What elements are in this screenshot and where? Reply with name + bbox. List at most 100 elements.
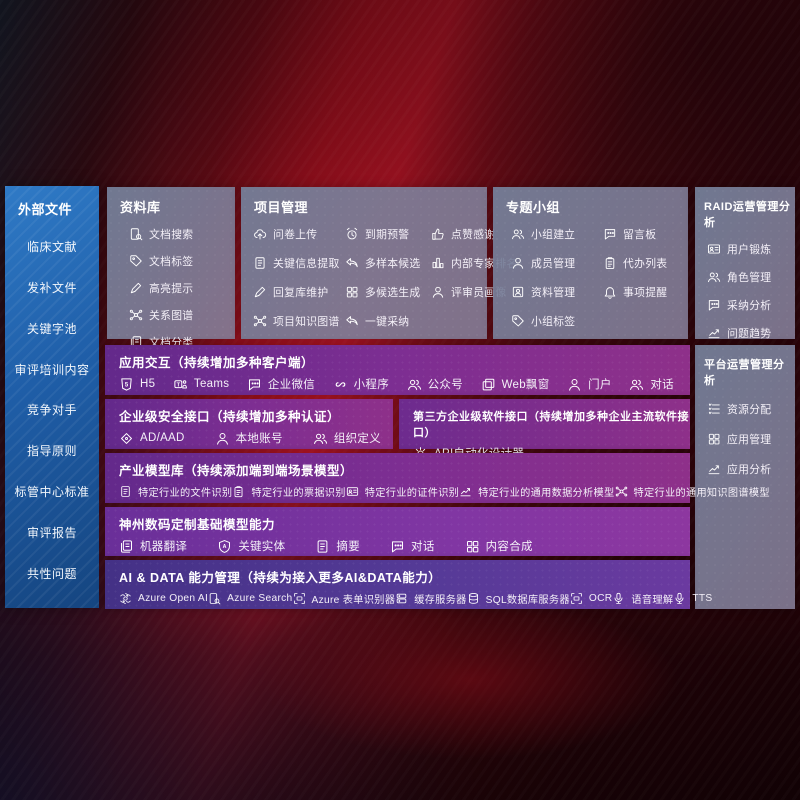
row-title: 应用交互（持续增加多种客户端） [119, 356, 315, 370]
feature-label: 特定行业的通用知识图谱模型 [633, 488, 770, 499]
feature-item: 点赞感谢 [431, 226, 518, 242]
feature-item: OCR [570, 592, 613, 605]
feature-label: 对话 [411, 541, 435, 553]
grid-icon [345, 285, 359, 299]
feature-item: 文档搜索 [129, 226, 235, 242]
sidebar-item: 指导原则 [26, 444, 77, 459]
official-account-icon [407, 377, 422, 392]
summary-icon [315, 539, 330, 554]
feature-item: 代办列表 [603, 255, 686, 271]
feature-label: 留言板 [623, 229, 657, 241]
security-api-items: AD/AAD 本地账号 组织定义 [105, 425, 393, 446]
chat-icon [390, 539, 405, 554]
member-icon [511, 256, 525, 270]
feature-label: 文档搜索 [149, 229, 194, 241]
feature-item: 组织定义 [313, 430, 381, 446]
ocr-icon [570, 592, 583, 605]
feature-item: 高亮提示 [129, 280, 235, 296]
pen-icon [253, 285, 267, 299]
panel-title: 资料库 [120, 200, 161, 215]
cloud-upload-icon [253, 227, 267, 241]
qa-chat-icon [707, 298, 721, 312]
feature-item: 公众号 [407, 376, 463, 392]
feature-item: 特定行业的通用数据分析模型 [459, 484, 614, 499]
feature-item: 小程序 [333, 376, 389, 392]
h5-icon [119, 377, 134, 392]
sidebar-item: 审评培训内容 [14, 362, 90, 377]
sidebar-item: 关键字池 [26, 321, 77, 336]
sidebar-item: 临床文献 [26, 239, 77, 254]
feature-label: 一键采纳 [365, 316, 410, 328]
feature-item: 特定行业的票据识别 [232, 484, 345, 499]
feature-label: 对话 [650, 379, 674, 391]
sidebar-item: 标管中心标准 [14, 485, 90, 500]
feature-label: 采纳分析 [727, 300, 772, 312]
feature-label: 企业微信 [267, 379, 316, 391]
feature-item: 应用管理 [707, 431, 795, 447]
openai-icon [119, 592, 132, 605]
tag-icon [129, 254, 143, 268]
users-icon [511, 227, 525, 241]
feature-label: Teams [193, 378, 230, 390]
feature-item: 多样本候选 [345, 255, 431, 271]
feature-item: 小组标签 [511, 313, 603, 329]
feature-item: H5 [119, 377, 155, 392]
feature-item: 企业微信 [247, 376, 315, 392]
row-base-models: 神州数码定制基础模型能力 机器翻译 关键实体 摘要 对话 内容合成 [105, 507, 690, 556]
trend-icon [707, 326, 721, 340]
feature-label: 文档标签 [149, 256, 194, 268]
feature-label: 小程序 [353, 379, 390, 391]
feature-label: 角色管理 [727, 272, 772, 284]
feature-label: 特定行业的证件识别 [364, 488, 460, 499]
feature-item: 缓存服务器 [395, 591, 466, 606]
feature-label: 回复库维护 [273, 287, 329, 299]
feature-label: 高亮提示 [149, 283, 194, 295]
tts-icon [673, 592, 686, 605]
panel-title: RAID运营管理分析 [704, 201, 791, 229]
bell-icon [603, 285, 617, 299]
project-management-items: 问卷上传 到期预警 点赞感谢 关键信息提取 多样本候选 内部专家排名 回复库维护 多候选生成评… [241, 220, 517, 329]
feature-label: 到期预警 [365, 229, 410, 241]
bbs-icon [603, 227, 617, 241]
feature-label: 应用管理 [727, 434, 772, 446]
data-analysis-model-icon [459, 485, 472, 498]
feature-item: 用户锻炼 [707, 241, 795, 257]
sidebar-item: 竞争对手 [26, 403, 77, 418]
data-library-items: 文档搜索 文档标签 高亮提示 关系图谱 文档分类 [107, 220, 235, 350]
row-title: 产业模型库（持续添加端到端场景模型） [119, 464, 354, 478]
feature-item: 特定行业的通用知识图谱模型 [615, 484, 770, 499]
feature-item: AD/AAD [119, 431, 185, 446]
feature-label: 语音理解 [631, 595, 674, 606]
feature-item: Web飘窗 [481, 376, 550, 392]
feature-label: Azure 表单识别器 [311, 595, 396, 606]
resource-list-icon [707, 402, 721, 416]
feature-label: 特定行业的通用数据分析模型 [478, 488, 615, 499]
portal-icon [567, 377, 582, 392]
compose-icon [465, 539, 480, 554]
feature-label: 项目知识图谱 [273, 316, 340, 328]
panel-platform-analysis: 平台运营管理分析 资源分配 应用管理 应用分析 [695, 345, 795, 609]
knowledge-graph-model-icon [615, 485, 628, 498]
row-ai-data: AI & DATA 能力管理（持续为接入更多AI&DATA能力） Azure O… [105, 560, 712, 609]
feature-label: H5 [140, 378, 156, 390]
feature-label: 多样本候选 [365, 258, 421, 270]
feature-item: 文档标签 [129, 253, 235, 269]
dialog-icon [629, 377, 644, 392]
apps-grid-icon [707, 432, 721, 446]
speech-icon [612, 592, 625, 605]
feature-item: Azure Open AI [119, 592, 208, 605]
feature-item: 资料管理 [511, 284, 603, 300]
row-title: 企业级安全接口（持续增加多种认证） [119, 410, 341, 424]
feature-label: 评审员画像 [451, 287, 507, 299]
panel-project-management: 项目管理 问卷上传 到期预警 点赞感谢 关键信息提取 多样本候选 内部专家排名 回复库维护多… [241, 187, 517, 339]
todo-list-icon [603, 256, 617, 270]
teams-icon [173, 377, 188, 392]
feature-label: 成员管理 [531, 258, 576, 270]
raid-analysis-items: 用户锻炼 角色管理 采纳分析 问题趋势 [695, 234, 795, 341]
topic-groups-items: 小组建立 留言板 成员管理 代办列表 资料管理 事项提醒 小组标签 [493, 220, 688, 329]
user-card-icon [707, 242, 721, 256]
web-window-icon [481, 377, 496, 392]
feature-item: 特定行业的文件识别 [119, 484, 232, 499]
feature-item: 门户 [567, 376, 612, 392]
feature-item: Azure Search [208, 592, 292, 605]
